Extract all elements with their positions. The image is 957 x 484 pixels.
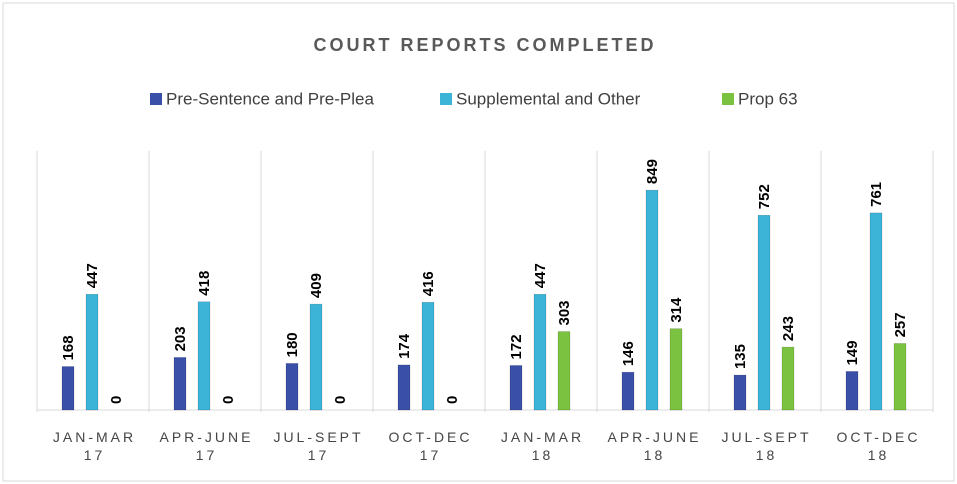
data-label: 0 [332,396,349,404]
data-label: 0 [444,396,461,404]
data-label: 257 [892,312,909,337]
bar [869,212,883,411]
legend-label: Supplemental and Other [456,89,641,108]
bar [173,357,187,411]
data-label: 180 [284,332,301,357]
data-label: 149 [844,340,861,365]
data-label: 172 [508,334,525,359]
data-label: 243 [780,316,797,341]
bar [557,331,571,411]
x-tick-label: APR-JUNE 18 [607,429,702,463]
bar [509,365,523,411]
data-label: 416 [420,271,437,296]
x-tick-label: JAN-MAR 17 [52,429,137,463]
data-label: 168 [60,335,77,360]
legend-label: Prop 63 [738,89,798,108]
data-label: 146 [620,341,637,366]
data-label: 0 [108,396,125,404]
data-label: 409 [308,273,325,298]
data-label: 447 [84,263,101,288]
x-tick-label: OCT-DEC 18 [836,429,921,463]
bar [61,366,75,411]
bar [893,343,907,411]
bar [733,374,747,411]
data-label: 203 [172,326,189,351]
data-label: 303 [556,300,573,325]
bar [533,293,547,411]
x-tick-label: JUL-SEPT 18 [721,429,812,463]
data-label: 447 [532,263,549,288]
bar [669,328,683,411]
data-label: 418 [196,271,213,296]
chart-title: COURT REPORTS COMPLETED [313,35,656,55]
bar [757,214,771,411]
bar [397,364,411,411]
data-label: 0 [220,396,237,404]
bar [781,346,795,411]
x-tick-label: JUL-SEPT 17 [273,429,364,463]
bar [197,301,211,411]
data-label: 174 [396,333,413,359]
x-tick-label: APR-JUNE 17 [159,429,254,463]
legend-swatch [150,93,162,105]
legend-swatch [722,93,734,105]
bar [645,189,659,411]
legend-label: Pre-Sentence and Pre-Plea [166,89,374,108]
data-label: 752 [756,184,773,209]
data-label: 314 [668,297,685,323]
data-label: 135 [732,344,749,369]
legend-swatch [440,93,452,105]
x-tick-label: JAN-MAR 18 [500,429,585,463]
bar [309,303,323,411]
bar [421,302,435,411]
data-label: 761 [868,182,885,207]
x-tick-label: OCT-DEC 17 [388,429,473,463]
bar [285,363,299,411]
bar [621,371,635,411]
data-label: 849 [644,159,661,184]
bar [85,293,99,411]
bar [845,371,859,411]
